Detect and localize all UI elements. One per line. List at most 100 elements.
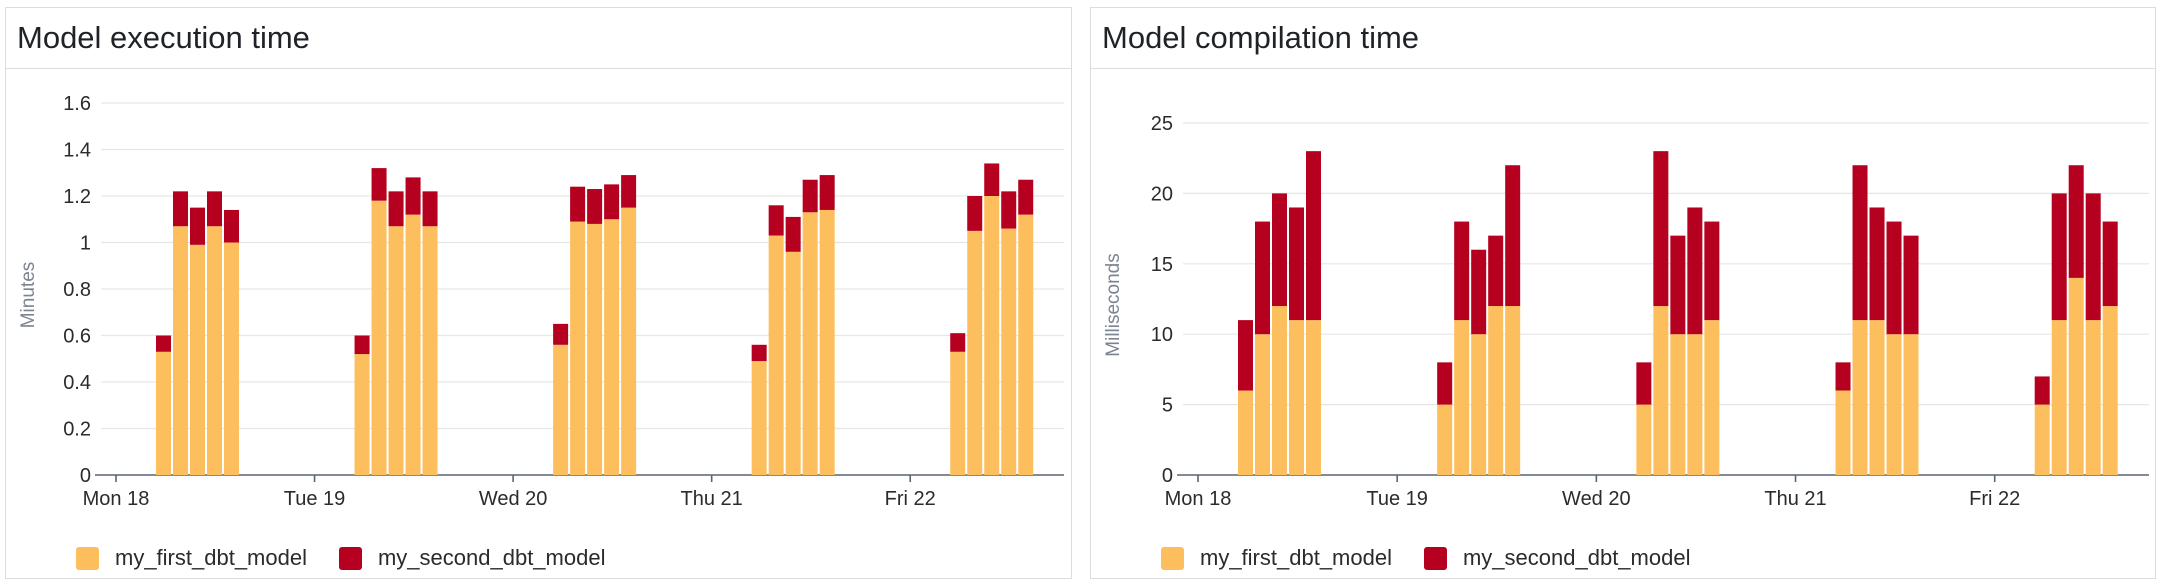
bar-my-second-dbt-model xyxy=(553,323,569,345)
bar-my-second-dbt-model xyxy=(785,216,801,252)
bar-my-second-dbt-model xyxy=(1835,362,1851,391)
bar-my-second-dbt-model xyxy=(1852,165,1868,321)
y-tick-label: 0.2 xyxy=(63,419,91,441)
execution-time-chart: 0 0.2 0.4 0.6 0.8 1 1.2 1.4 1.6 Minutes Mon 18 Tue … xyxy=(18,93,1064,510)
y-axis-label: Minutes xyxy=(18,262,39,329)
bar-my-second-dbt-model xyxy=(1488,235,1504,307)
bar-my-first-dbt-model xyxy=(1687,334,1703,475)
bar-my-first-dbt-model xyxy=(1238,390,1253,475)
bar-my-second-dbt-model xyxy=(190,207,205,245)
bar-my-first-dbt-model xyxy=(1636,404,1652,475)
bar-my-first-dbt-model xyxy=(405,214,421,475)
bar-my-first-dbt-model xyxy=(1835,390,1851,475)
bar-my-first-dbt-model xyxy=(2034,404,2050,475)
bar-my-first-dbt-model xyxy=(984,196,1000,475)
bar-my-second-dbt-model xyxy=(1505,165,1521,307)
bar-my-second-dbt-model xyxy=(1289,207,1304,321)
bar-my-first-dbt-model xyxy=(1488,306,1504,475)
bar-my-first-dbt-model xyxy=(1454,320,1470,475)
bar-my-second-dbt-model xyxy=(2051,193,2067,321)
bar-my-first-dbt-model xyxy=(553,344,569,475)
bar-my-second-dbt-model xyxy=(1255,221,1270,335)
execution-time-panel: Model execution time 0 0.2 0.4 0.6 0.8 1 1.2 1.… xyxy=(5,7,1072,579)
bar-my-first-dbt-model xyxy=(388,226,404,475)
bar-my-first-dbt-model xyxy=(2051,320,2067,475)
bar-my-first-dbt-model xyxy=(1306,320,1321,475)
bar-my-first-dbt-model xyxy=(354,354,370,475)
legend-label: my_first_dbt_model xyxy=(1200,545,1392,570)
bar-my-first-dbt-model xyxy=(156,351,171,475)
bar-my-first-dbt-model xyxy=(1471,334,1487,475)
bar-my-first-dbt-model xyxy=(207,226,222,475)
bar-my-second-dbt-model xyxy=(587,189,603,224)
legend-item-first-model[interactable]: my_first_dbt_model xyxy=(1161,545,1392,571)
x-tick-label: Tue 19 xyxy=(1366,488,1428,510)
bar-my-first-dbt-model xyxy=(751,361,767,475)
bar-my-first-dbt-model xyxy=(604,219,620,475)
legend-swatch-first-model xyxy=(1161,546,1184,570)
y-tick-label: 1.6 xyxy=(63,93,91,115)
bar-my-second-dbt-model xyxy=(388,191,404,227)
compilation-time-chart: 0 5 10 15 20 25 Milliseconds Mon 18 Tue 19 Wed 20… xyxy=(1103,113,2149,510)
bar-my-second-dbt-model xyxy=(2034,376,2050,405)
bar-my-second-dbt-model xyxy=(751,344,767,362)
y-tick-label: 10 xyxy=(1151,324,1173,346)
bar-my-first-dbt-model xyxy=(1001,228,1017,475)
bar-my-first-dbt-model xyxy=(1437,404,1453,475)
bar-my-second-dbt-model xyxy=(1704,221,1720,321)
y-tick-label: 20 xyxy=(1151,183,1173,205)
bar-my-first-dbt-model xyxy=(1653,306,1669,475)
bar-my-second-dbt-model xyxy=(1471,249,1487,335)
y-tick-label: 0.6 xyxy=(63,326,91,348)
y-tick-label: 1 xyxy=(80,233,91,255)
legend-item-second-model[interactable]: my_second_dbt_model xyxy=(1423,545,1691,571)
legend-label: my_second_dbt_model xyxy=(377,545,606,570)
legend-label: my_second_dbt_model xyxy=(1462,545,1691,570)
legend-item-second-model[interactable]: my_second_dbt_model xyxy=(338,545,606,571)
y-tick-label: 0 xyxy=(80,465,91,487)
x-tick-label: Thu 21 xyxy=(681,488,743,510)
x-tick-label: Fri 22 xyxy=(1969,488,2020,510)
bar-my-second-dbt-model xyxy=(1670,235,1686,335)
bar-my-second-dbt-model xyxy=(207,191,222,227)
x-tick-label: Fri 22 xyxy=(885,488,936,510)
x-tick-label: Wed 20 xyxy=(1562,488,1631,510)
bar-my-second-dbt-model xyxy=(371,168,387,201)
bar-my-second-dbt-model xyxy=(621,175,637,208)
bar-my-second-dbt-model xyxy=(967,196,983,231)
y-tick-label: 5 xyxy=(1162,395,1173,417)
bar-my-second-dbt-model xyxy=(802,179,818,213)
legend-swatch-second-model xyxy=(1423,546,1447,570)
bar-my-second-dbt-model xyxy=(1687,207,1703,335)
compilation-time-panel: Model compilation time 0 5 10 15 20 25 Millise… xyxy=(1090,7,2156,579)
panel-title: Model execution time xyxy=(6,8,1071,69)
bar-my-second-dbt-model xyxy=(422,191,438,227)
legend-item-first-model[interactable]: my_first_dbt_model xyxy=(76,545,307,571)
y-tick-label: 0 xyxy=(1162,465,1173,487)
bar-my-first-dbt-model xyxy=(587,223,603,475)
bar-my-second-dbt-model xyxy=(1869,207,1885,321)
x-tick-label: Mon 18 xyxy=(1165,488,1232,510)
y-tick-label: 1.2 xyxy=(63,186,91,208)
bar-my-first-dbt-model xyxy=(1272,306,1287,475)
bar-my-first-dbt-model xyxy=(1670,334,1686,475)
bar-my-first-dbt-model xyxy=(1289,320,1304,475)
bar-my-second-dbt-model xyxy=(1001,191,1017,229)
y-tick-label: 0.4 xyxy=(63,372,91,394)
bar-my-first-dbt-model xyxy=(802,212,818,475)
bar-my-first-dbt-model xyxy=(371,200,387,475)
bar-my-first-dbt-model xyxy=(2102,306,2118,475)
bar-my-first-dbt-model xyxy=(224,242,239,475)
bar-my-second-dbt-model xyxy=(1454,221,1470,321)
bar-my-second-dbt-model xyxy=(224,209,239,243)
legend: my_first_dbt_model my_second_dbt_model xyxy=(76,538,637,578)
x-tick-label: Tue 19 xyxy=(284,488,346,510)
bar-my-first-dbt-model xyxy=(785,251,801,475)
bar-my-second-dbt-model xyxy=(354,335,370,355)
bar-my-second-dbt-model xyxy=(2068,165,2084,278)
x-tick-label: Wed 20 xyxy=(479,488,548,510)
bar-my-first-dbt-model xyxy=(2068,277,2084,475)
legend-label: my_first_dbt_model xyxy=(115,545,307,570)
bar-my-second-dbt-model xyxy=(950,333,966,352)
bar-my-first-dbt-model xyxy=(173,226,188,475)
